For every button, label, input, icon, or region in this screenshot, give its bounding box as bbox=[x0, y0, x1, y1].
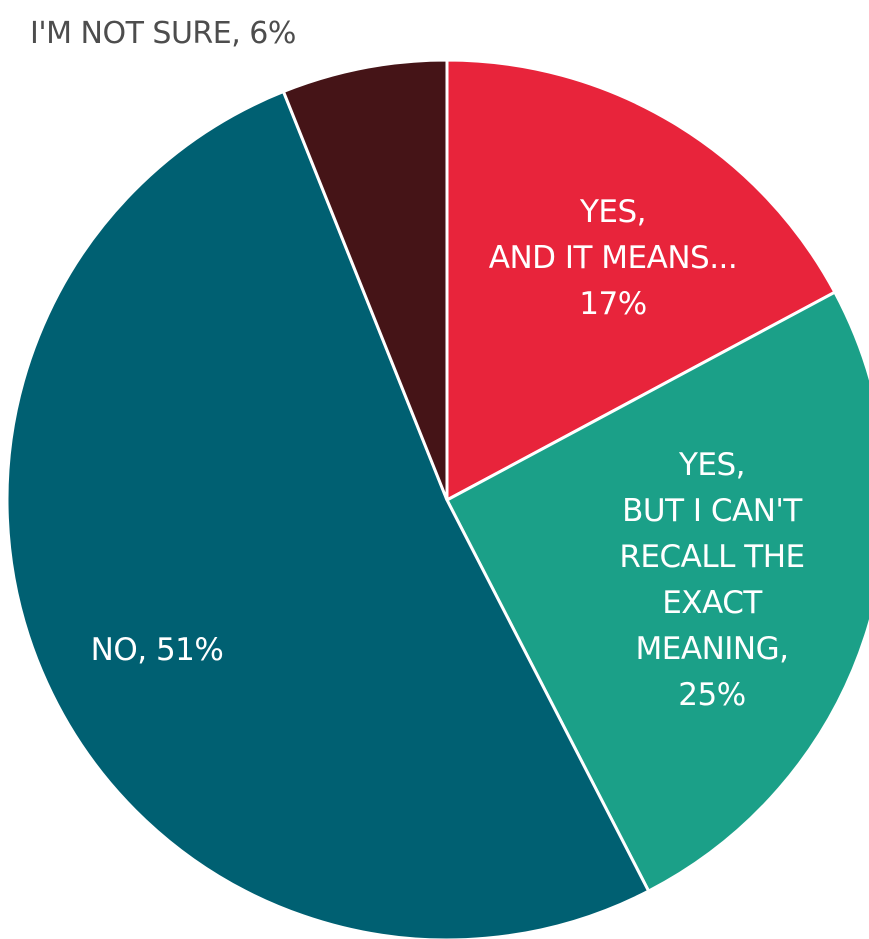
pie-slices bbox=[5, 58, 869, 939]
pie-slice-label-line: 25% bbox=[678, 677, 745, 713]
pie-slice-0 bbox=[445, 58, 837, 502]
pie-slice-label-0: YES, AND IT MEANS... 17% bbox=[489, 194, 738, 322]
pie-labels: YES, AND IT MEANS... 17% YES, BUT I CAN'T REC… bbox=[30, 16, 805, 713]
pie-slice-label-line: AND IT MEANS... bbox=[489, 240, 738, 276]
pie-slice-label-line: MEANING, bbox=[636, 631, 789, 667]
pie-slice-label-line: YES, bbox=[579, 194, 646, 230]
pie-slice-3 bbox=[281, 58, 449, 502]
pie-slice-label-line: BUT I CAN'T bbox=[622, 493, 803, 529]
pie-slice-label-line: 17% bbox=[579, 286, 646, 322]
pie-slice-label-line: EXACT bbox=[662, 585, 763, 621]
pie-slice-label-line: YES, bbox=[678, 447, 745, 483]
pie-slice-label-2: NO, 51% bbox=[91, 632, 224, 668]
pie-slice-label-1: YES, BUT I CAN'T RECALL THE EXACT MEANING, 25… bbox=[619, 447, 804, 713]
pie-slice-label-3: I'M NOT SURE, 6% bbox=[30, 16, 296, 51]
pie-slice-label-line: RECALL THE bbox=[619, 539, 804, 575]
pie-slice-label-line: I'M NOT SURE, 6% bbox=[30, 16, 296, 51]
pie-slice-1 bbox=[445, 290, 869, 893]
pie-slice-2 bbox=[5, 90, 651, 939]
pie-slice-label-line: NO, 51% bbox=[91, 632, 224, 668]
